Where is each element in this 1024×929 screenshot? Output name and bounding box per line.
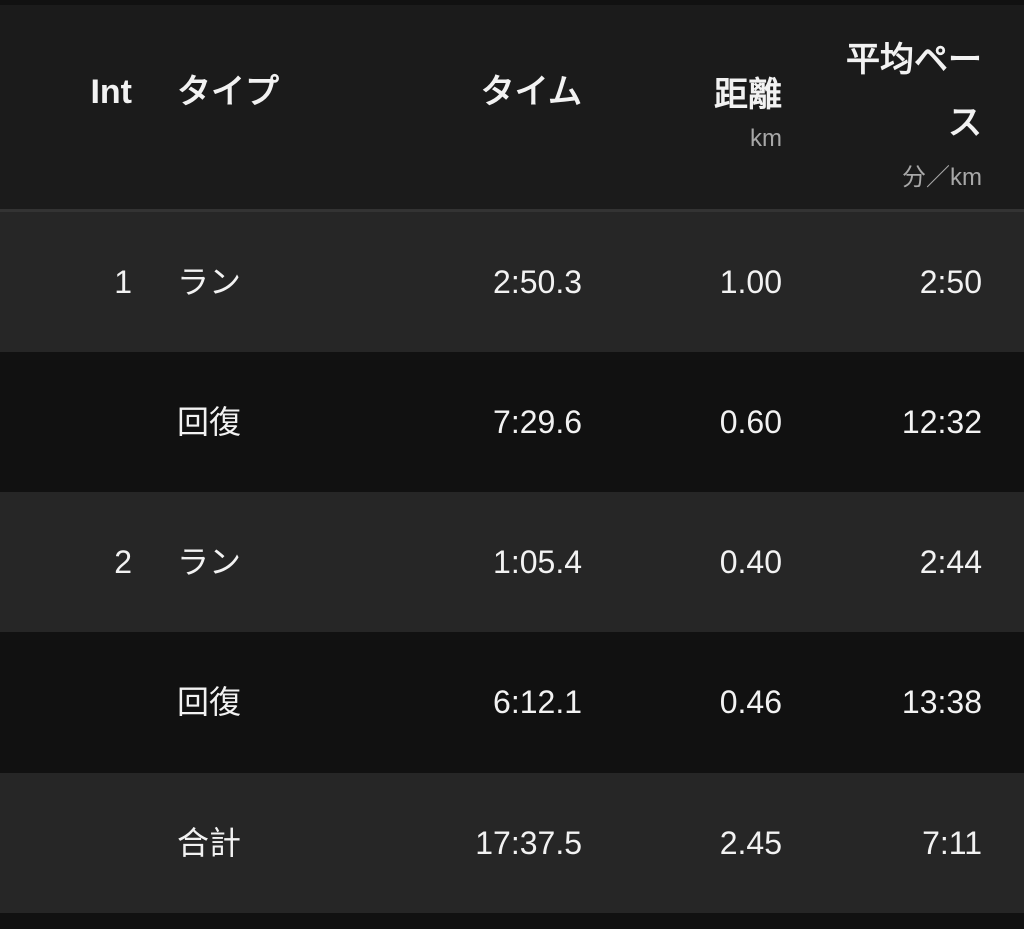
cell-time: 6:12.1: [493, 684, 582, 720]
header-divider: [0, 209, 1024, 212]
cell-time: 17:37.5: [475, 825, 582, 861]
header-type: タイプ: [177, 73, 279, 111]
table-row: 2 ラン 1:05.4 0.40 2:44: [0, 492, 1024, 632]
header-distance-unit: km: [750, 125, 782, 152]
cell-distance: 0.40: [719, 544, 782, 580]
cell-pace: 2:44: [919, 544, 982, 580]
cell-distance: 1.00: [719, 264, 782, 300]
cell-distance: 0.60: [719, 404, 782, 440]
top-strip: [0, 0, 1024, 5]
cell-type: ラン: [177, 264, 242, 300]
table-row: 回復 7:29.6 0.60 12:32: [0, 352, 1024, 492]
table-header: Int タイプ タイム 距離 km 平均ペー ス 分／km: [0, 5, 1024, 209]
cell-distance: 2.45: [719, 825, 782, 861]
cell-type: 回復: [177, 404, 242, 440]
header-time: タイム: [480, 73, 582, 111]
cell-distance: 0.46: [719, 684, 782, 720]
header-distance: 距離: [714, 76, 782, 114]
total-row: 合計 17:37.5 2.45 7:11: [0, 773, 1024, 913]
header-pace-line2: ス: [948, 104, 982, 142]
header-pace-unit: 分／km: [902, 164, 982, 191]
cell-time: 1:05.4: [493, 544, 582, 580]
cell-pace: 13:38: [901, 684, 982, 720]
header-pace-line1: 平均ペー: [846, 41, 982, 79]
cell-type: 合計: [177, 825, 242, 861]
cell-type: ラン: [177, 544, 242, 580]
header-int: Int: [90, 73, 132, 111]
cell-time: 7:29.6: [493, 404, 582, 440]
cell-type: 回復: [177, 684, 242, 720]
table-row: 1 ラン 2:50.3 1.00 2:50: [0, 212, 1024, 352]
cell-int: 1: [114, 264, 132, 300]
cell-int: 2: [114, 544, 132, 580]
table-row: 回復 6:12.1 0.46 13:38: [0, 632, 1024, 772]
cell-pace: 12:32: [901, 404, 982, 440]
cell-pace: 7:11: [922, 825, 982, 861]
cell-time: 2:50.3: [493, 264, 582, 300]
cell-pace: 2:50: [919, 264, 982, 300]
